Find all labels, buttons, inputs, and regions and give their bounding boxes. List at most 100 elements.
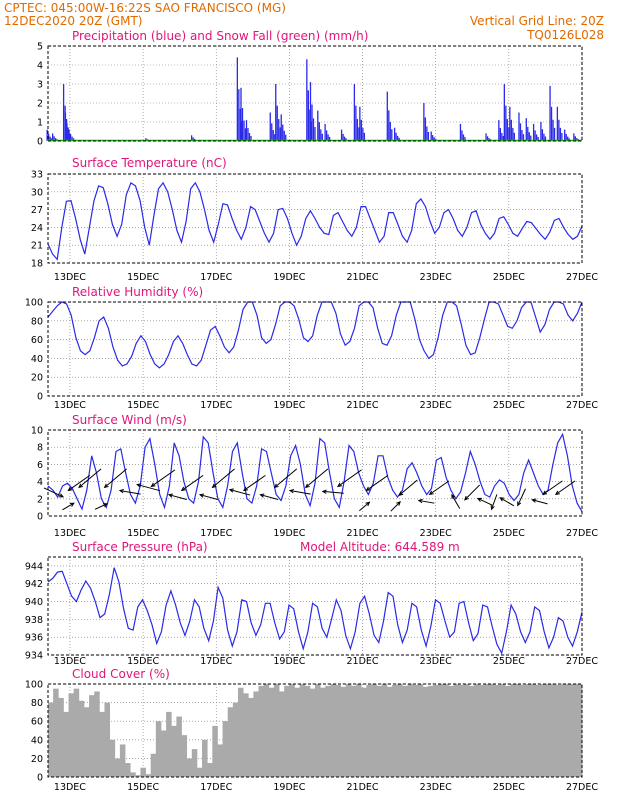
wind-frame [47, 429, 583, 517]
precip-bar [360, 119, 363, 141]
precip-bar [521, 130, 523, 141]
wind-arrow [242, 474, 266, 492]
wind-arrow [531, 498, 548, 505]
precip-bar [427, 131, 430, 141]
precip-bar [358, 127, 360, 141]
precip-bar [247, 128, 249, 141]
cloud-cover-bar [350, 685, 357, 777]
precip-bar [398, 137, 400, 141]
cloud-cover-bar [202, 739, 208, 777]
precip-bar [430, 131, 432, 141]
cloud-cover-frame [47, 683, 583, 778]
cloud-cover-ytick-label: 80 [31, 698, 43, 709]
humidity-xtick-label: 17DEC [200, 400, 232, 411]
precip-bar [62, 84, 65, 141]
wind-arrow [554, 480, 576, 496]
precip-bar [340, 129, 343, 141]
precip-bar [423, 103, 425, 141]
wind-arrow [67, 474, 91, 492]
precip-bar [396, 135, 399, 141]
cloud-cover-bar [186, 758, 193, 777]
precip-ytick-label: 4 [37, 61, 43, 72]
header-station: CPTEC: 045:00W-16:22S SAO FRANCISCO (MG) [4, 1, 286, 15]
model-altitude-label: Model Altitude: 644.589 m [300, 540, 460, 554]
cloud-cover-bar [386, 686, 393, 777]
cloud-cover-bar [99, 711, 105, 777]
temperature-ytick-label: 30 [31, 187, 43, 198]
pressure-xtick-label: 19DEC [273, 656, 305, 667]
precip-bar [283, 130, 285, 141]
cloud-cover-bar [273, 684, 280, 777]
precip-bar [276, 105, 278, 141]
precip-bar [556, 106, 559, 141]
cloud-cover-bar [309, 688, 316, 777]
cloud-cover-bar [243, 693, 249, 777]
pressure-xtick-label: 17DEC [200, 656, 232, 667]
temperature-xtick-label: 21DEC [347, 272, 379, 283]
temperature-xtick-label: 13DEC [54, 272, 86, 283]
wind-arrow [417, 498, 435, 504]
precip-bar [502, 136, 505, 141]
precip-bar [464, 136, 466, 141]
precip-bar [355, 105, 357, 141]
humidity-xtick-label: 25DEC [493, 400, 525, 411]
precip-bar [544, 136, 547, 141]
cloud-cover-bar [345, 684, 352, 777]
cloud-cover-bar [407, 684, 413, 777]
precip-bar [506, 119, 508, 141]
cloud-cover-ytick-label: 0 [37, 773, 43, 784]
cloud-cover-bar [417, 684, 424, 777]
precip-bar [239, 108, 241, 141]
precip-bar [250, 136, 252, 141]
wind-arrow [78, 468, 102, 489]
cloud-cover-bar [196, 767, 203, 777]
cloud-cover-bar [325, 685, 331, 777]
humidity-panel: Relative Humidity (%) 0 20 40 60 80 100 13DEC 1… [25, 285, 599, 411]
temperature-xtick-label: 25DEC [493, 272, 525, 283]
pressure-xtick-label: 23DEC [420, 656, 452, 667]
cloud-cover-bar [438, 684, 444, 777]
wind-arrow [499, 497, 515, 507]
cloud-cover-bar [458, 684, 465, 777]
cloud-cover-bar [427, 685, 434, 777]
precip-bar [543, 133, 545, 141]
header-grid-line: Vertical Grid Line: 20Z [470, 14, 604, 28]
pressure-line [47, 567, 583, 655]
cloud-cover-bar [94, 691, 100, 777]
cloud-cover-bar [356, 684, 362, 777]
humidity-title: Relative Humidity (%) [72, 285, 203, 299]
humidity-xtick-label: 15DEC [127, 400, 159, 411]
precip-bar [248, 132, 251, 141]
wind-arrow [118, 488, 141, 495]
wind-title: Surface Wind (m/s) [72, 413, 187, 427]
precip-bar [49, 136, 51, 141]
precip-bar [279, 127, 281, 141]
precip-bar [561, 132, 563, 141]
pressure-title: Surface Pressure (hPa) [72, 540, 208, 554]
cloud-cover-bar [448, 685, 455, 777]
cloud-cover-bar [397, 684, 403, 777]
precip-bar [501, 132, 503, 141]
precip-bar [527, 126, 529, 141]
precip-ytick-label: 2 [37, 99, 43, 110]
cloud-cover-bar [104, 702, 111, 777]
precip-bar [244, 128, 247, 141]
humidity-ytick-label: 20 [31, 373, 43, 384]
cloud-cover-bar [494, 684, 501, 777]
cloud-cover-bar [340, 686, 347, 777]
wind-arrow [288, 488, 311, 495]
cloud-cover-bar [422, 686, 429, 777]
precip-bar [530, 135, 532, 141]
precip-ytick-label: 0 [37, 137, 43, 148]
precip-bar [576, 138, 578, 141]
precip-bar [48, 133, 50, 141]
humidity-xtick-label: 13DEC [54, 400, 86, 411]
wind-arrow [136, 483, 161, 492]
cloud-cover-xtick-label: 17DEC [200, 782, 232, 793]
precip-bar [510, 119, 512, 141]
cloud-cover-bar [191, 749, 198, 777]
wind-arrow [103, 468, 128, 489]
wind-ytick-label: 2 [37, 494, 43, 505]
temperature-xtick-label: 27DEC [566, 272, 598, 283]
precip-title: Precipitation (blue) and Snow Fall (gree… [72, 29, 368, 43]
